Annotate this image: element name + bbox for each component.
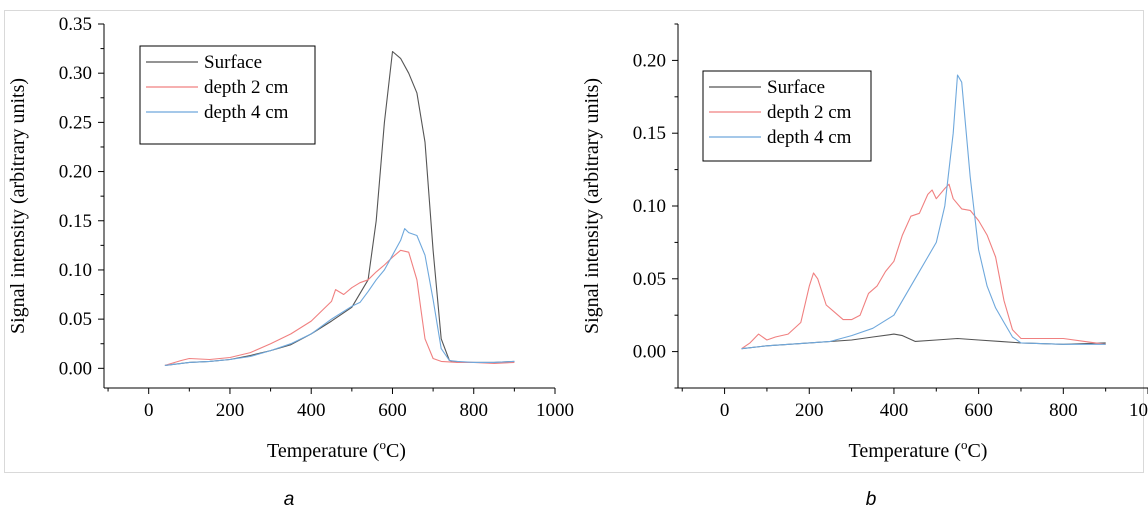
- x-tick-label: 600: [964, 400, 993, 421]
- y-tick-label: 0.10: [59, 260, 92, 281]
- series-line-surface: [741, 333, 1106, 350]
- y-tick-label: 0.05: [633, 269, 666, 290]
- legend-label: depth 4 cm: [204, 102, 289, 123]
- y-tick-label: 0.00: [633, 342, 666, 363]
- y-tick-label: 0.25: [59, 112, 92, 133]
- chart-panel-b: 0 200 400 600 800 1000 0.00 0.05 0.10 0.15 0.20 Sur…: [581, 23, 1148, 510]
- legend-label: depth 2 cm: [204, 77, 289, 98]
- y-axis-title-a: Signal intensity (arbitrary units): [7, 78, 29, 334]
- x-axis-title-a: Temperature (oC): [267, 437, 406, 462]
- x-tick-label: 800: [459, 400, 488, 421]
- x-axis-title-b: Temperature (oC): [849, 437, 988, 462]
- x-tick-label: 1000: [536, 400, 574, 421]
- x-tick-label: 200: [795, 400, 824, 421]
- x-tick-label: 200: [216, 400, 245, 421]
- legend-label: Surface: [204, 52, 262, 73]
- panel-label-b: b: [866, 489, 877, 510]
- series-line-depth-2-cm: [164, 249, 515, 366]
- plot-area-b: 0 200 400 600 800 1000 0.00 0.05 0.10 0.15 0.20 Sur…: [633, 23, 1148, 421]
- legend-box: [702, 70, 872, 162]
- y-tick-label: 0.15: [633, 123, 666, 144]
- series-line-depth-4-cm: [164, 228, 515, 366]
- y-axis-title-b: Signal intensity (arbitrary units): [581, 78, 603, 334]
- panel-label-a: a: [284, 489, 295, 510]
- x-tick-label: 0: [720, 400, 730, 421]
- series-line-depth-4-cm: [741, 74, 1106, 350]
- y-tick-label: 0.00: [59, 358, 92, 379]
- chart-panel-a: 0 200 400 600 800 1000 0.00 0.05 0.10 0.15 0.20 0.2…: [7, 14, 574, 510]
- x-tick-label: 1000: [1129, 400, 1148, 421]
- x-tick-label: 800: [1049, 400, 1078, 421]
- y-tick-label: 0.20: [59, 162, 92, 183]
- x-tick-label: 400: [880, 400, 909, 421]
- y-tick-label: 0.10: [633, 196, 666, 217]
- y-tick-label: 0.30: [59, 63, 92, 84]
- plot-area-a: 0 200 400 600 800 1000 0.00 0.05 0.10 0.15 0.20 0.2…: [59, 14, 574, 421]
- y-tick-label: 0.15: [59, 211, 92, 232]
- series-line-depth-2-cm: [741, 183, 1106, 350]
- y-tick-label: 0.35: [59, 14, 92, 35]
- x-tick-label: 600: [378, 400, 407, 421]
- y-tick-label: 0.20: [633, 50, 666, 71]
- x-tick-label: 0: [144, 400, 154, 421]
- figure-frame: [4, 10, 1144, 473]
- x-tick-label: 400: [297, 400, 326, 421]
- legend-label: depth 4 cm: [767, 127, 852, 148]
- legend-label: depth 2 cm: [767, 102, 852, 123]
- y-tick-label: 0.05: [59, 309, 92, 330]
- legend-label: Surface: [767, 77, 825, 98]
